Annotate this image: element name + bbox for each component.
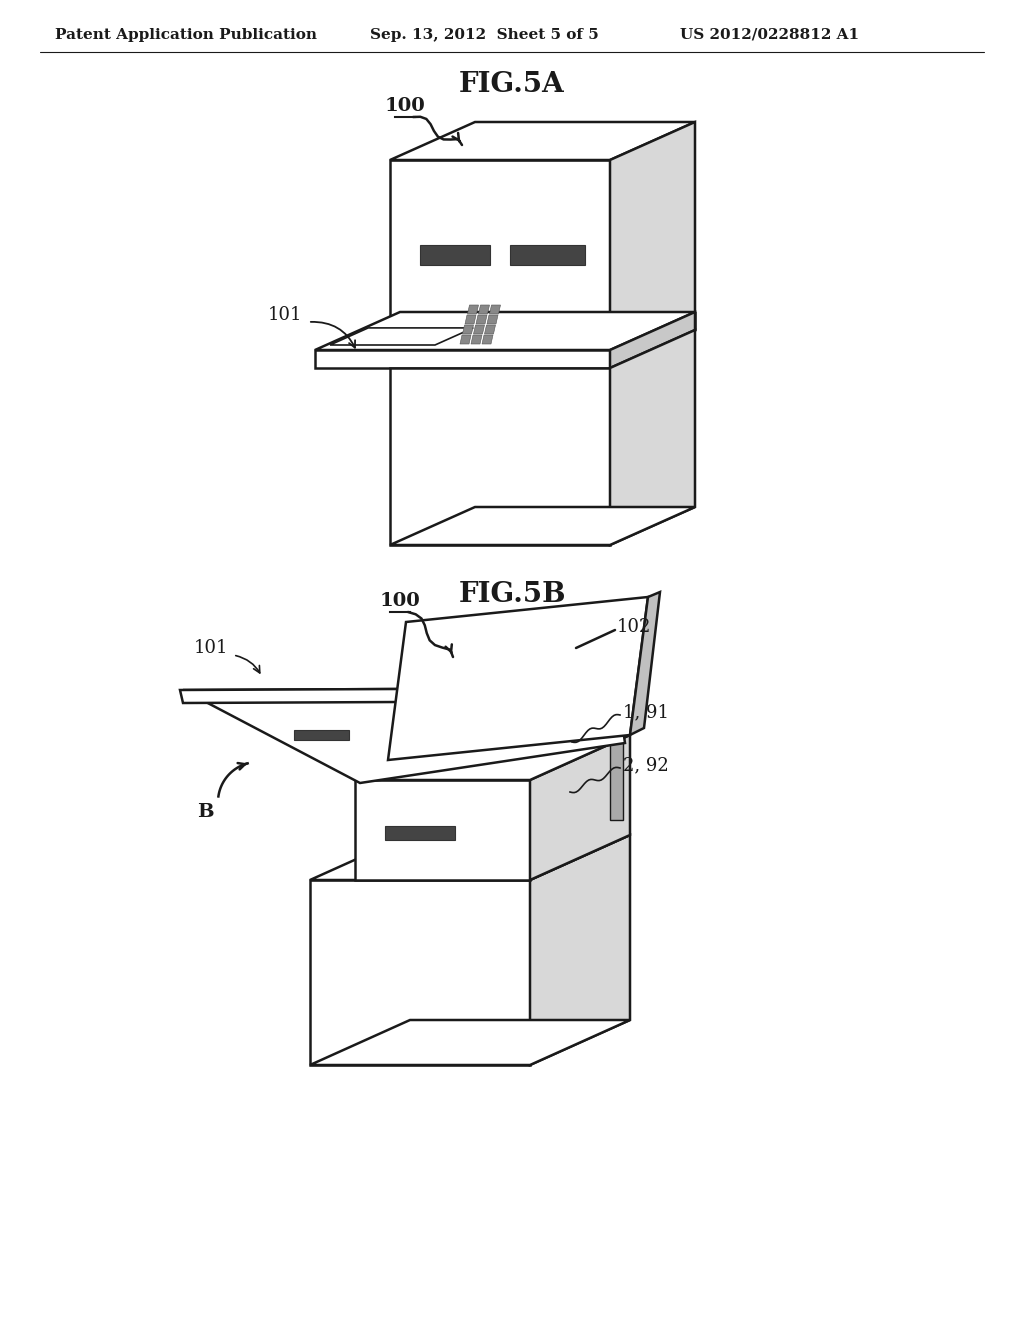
Polygon shape <box>476 315 487 323</box>
Text: FIG.5B: FIG.5B <box>459 582 565 609</box>
Polygon shape <box>487 315 498 323</box>
Polygon shape <box>315 312 695 350</box>
Polygon shape <box>390 121 695 160</box>
Polygon shape <box>183 688 625 783</box>
Polygon shape <box>310 880 530 1065</box>
Polygon shape <box>385 826 455 840</box>
Polygon shape <box>388 597 648 760</box>
Polygon shape <box>482 335 493 345</box>
Polygon shape <box>355 735 630 780</box>
Text: 1, 91: 1, 91 <box>623 704 669 721</box>
Polygon shape <box>310 836 630 880</box>
Polygon shape <box>530 735 630 880</box>
Text: 102: 102 <box>617 618 651 636</box>
Polygon shape <box>463 325 473 334</box>
Polygon shape <box>510 246 585 265</box>
Polygon shape <box>420 246 490 265</box>
Text: 101: 101 <box>267 306 302 323</box>
Polygon shape <box>315 350 610 368</box>
Text: 101: 101 <box>194 639 228 657</box>
Polygon shape <box>484 325 496 334</box>
Text: FIG.5A: FIG.5A <box>459 71 565 99</box>
Text: Patent Application Publication: Patent Application Publication <box>55 28 317 42</box>
Polygon shape <box>310 1020 630 1065</box>
Polygon shape <box>610 312 695 368</box>
Polygon shape <box>530 836 630 1065</box>
Text: B: B <box>197 803 213 821</box>
Text: 100: 100 <box>380 591 421 610</box>
Polygon shape <box>460 335 471 345</box>
Polygon shape <box>355 780 530 880</box>
Polygon shape <box>465 315 476 323</box>
Polygon shape <box>330 327 473 345</box>
Text: 2, 92: 2, 92 <box>623 756 669 774</box>
Polygon shape <box>473 325 484 334</box>
Polygon shape <box>390 368 610 545</box>
Polygon shape <box>471 335 482 345</box>
Polygon shape <box>180 688 620 704</box>
Polygon shape <box>610 741 623 820</box>
Polygon shape <box>610 330 695 545</box>
Polygon shape <box>390 507 695 545</box>
Polygon shape <box>390 160 610 350</box>
Polygon shape <box>630 591 660 735</box>
Polygon shape <box>610 121 695 350</box>
Text: Sep. 13, 2012  Sheet 5 of 5: Sep. 13, 2012 Sheet 5 of 5 <box>370 28 599 42</box>
Polygon shape <box>489 305 501 314</box>
Text: US 2012/0228812 A1: US 2012/0228812 A1 <box>680 28 859 42</box>
Text: 100: 100 <box>385 96 425 115</box>
Polygon shape <box>294 730 349 741</box>
Polygon shape <box>478 305 489 314</box>
Polygon shape <box>468 305 478 314</box>
